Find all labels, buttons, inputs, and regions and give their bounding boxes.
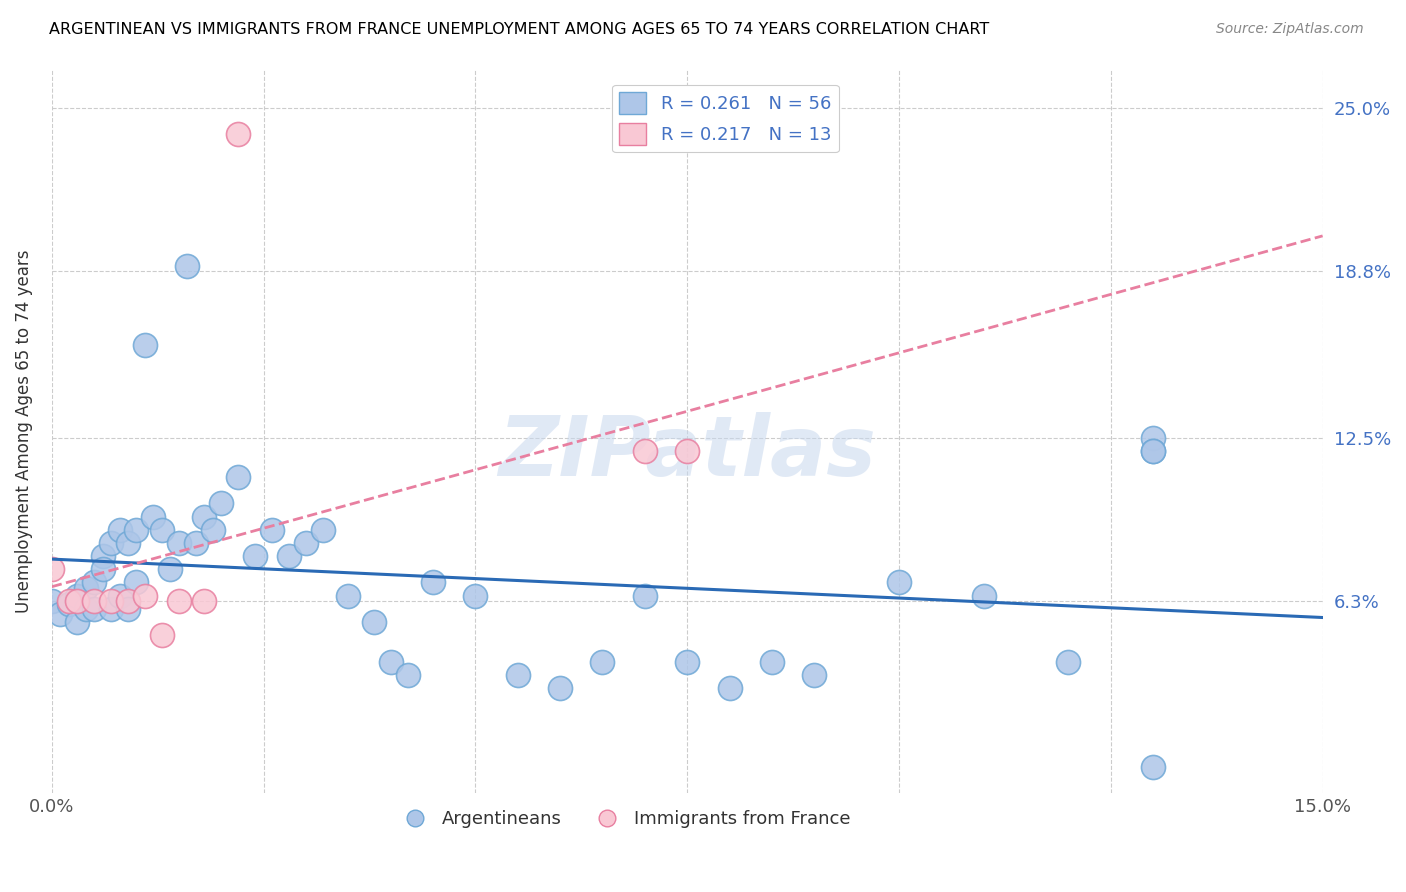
Point xyxy=(363,615,385,629)
Point xyxy=(634,589,657,603)
Point xyxy=(396,667,419,681)
Point xyxy=(117,536,139,550)
Point xyxy=(176,259,198,273)
Point xyxy=(226,470,249,484)
Text: Source: ZipAtlas.com: Source: ZipAtlas.com xyxy=(1216,22,1364,37)
Point xyxy=(761,655,783,669)
Point xyxy=(100,594,122,608)
Point xyxy=(83,594,105,608)
Point xyxy=(548,681,571,695)
Point xyxy=(66,615,89,629)
Point xyxy=(75,581,97,595)
Point xyxy=(676,443,699,458)
Point xyxy=(159,562,181,576)
Point xyxy=(91,562,114,576)
Point xyxy=(337,589,360,603)
Point xyxy=(676,655,699,669)
Point xyxy=(117,594,139,608)
Point xyxy=(634,443,657,458)
Point xyxy=(1142,430,1164,444)
Point xyxy=(209,496,232,510)
Point xyxy=(134,589,156,603)
Point xyxy=(75,602,97,616)
Point xyxy=(83,575,105,590)
Point xyxy=(1057,655,1080,669)
Point xyxy=(91,549,114,563)
Point xyxy=(66,594,89,608)
Point xyxy=(49,607,72,621)
Point xyxy=(278,549,301,563)
Point xyxy=(167,536,190,550)
Point xyxy=(260,523,283,537)
Point xyxy=(295,536,318,550)
Point xyxy=(150,628,173,642)
Point xyxy=(591,655,613,669)
Point xyxy=(506,667,529,681)
Point xyxy=(41,562,63,576)
Point xyxy=(1142,443,1164,458)
Point xyxy=(243,549,266,563)
Point xyxy=(134,338,156,352)
Point xyxy=(66,589,89,603)
Point xyxy=(125,575,148,590)
Point xyxy=(184,536,207,550)
Point xyxy=(83,602,105,616)
Point xyxy=(150,523,173,537)
Text: ZIPatlas: ZIPatlas xyxy=(498,412,876,493)
Point xyxy=(117,602,139,616)
Point xyxy=(1142,760,1164,774)
Point xyxy=(41,594,63,608)
Point xyxy=(108,523,131,537)
Point xyxy=(167,594,190,608)
Point xyxy=(226,128,249,142)
Point xyxy=(100,536,122,550)
Point xyxy=(380,655,402,669)
Point xyxy=(58,594,80,608)
Point xyxy=(803,667,825,681)
Point xyxy=(58,597,80,611)
Point xyxy=(125,523,148,537)
Point xyxy=(718,681,741,695)
Point xyxy=(100,602,122,616)
Point xyxy=(193,509,215,524)
Point xyxy=(1142,443,1164,458)
Point xyxy=(312,523,335,537)
Point xyxy=(887,575,910,590)
Text: ARGENTINEAN VS IMMIGRANTS FROM FRANCE UNEMPLOYMENT AMONG AGES 65 TO 74 YEARS COR: ARGENTINEAN VS IMMIGRANTS FROM FRANCE UN… xyxy=(49,22,990,37)
Legend: Argentineans, Immigrants from France: Argentineans, Immigrants from France xyxy=(389,803,858,835)
Point xyxy=(422,575,444,590)
Point xyxy=(108,589,131,603)
Point xyxy=(464,589,486,603)
Point xyxy=(973,589,995,603)
Point xyxy=(142,509,165,524)
Y-axis label: Unemployment Among Ages 65 to 74 years: Unemployment Among Ages 65 to 74 years xyxy=(15,249,32,613)
Point xyxy=(201,523,224,537)
Point xyxy=(193,594,215,608)
